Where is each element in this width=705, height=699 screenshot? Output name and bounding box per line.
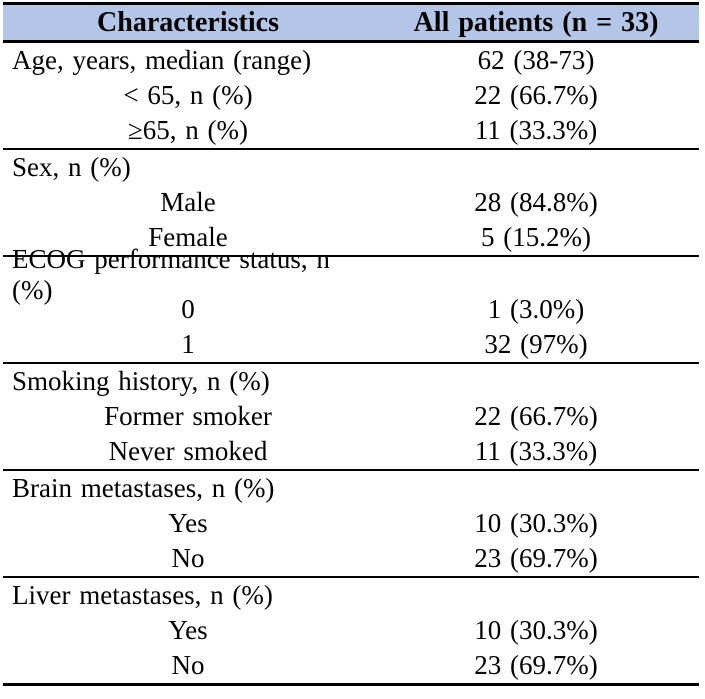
table-row: < 65, n (%) 22 (66.7%)	[3, 78, 699, 113]
row-value: 28 (84.8%)	[474, 187, 598, 217]
table-header-rule	[3, 40, 699, 43]
table-row: Female 5 (15.2%)	[3, 220, 699, 255]
table-section: Smoking history, n (%) Former smoker 22 (6…	[3, 362, 699, 469]
table-row: 0 1 (3.0%)	[3, 292, 699, 327]
row-value: 22 (66.7%)	[474, 401, 598, 431]
table-section: Sex, n (%) Male 28 (84.8%) Female 5 (15.2%)	[3, 148, 699, 255]
table-row: Never smoked 11 (33.3%)	[3, 434, 699, 469]
row-label: Never smoked	[108, 436, 268, 466]
row-value: 23 (69.7%)	[474, 543, 598, 573]
row-label: Liver metastases, n (%)	[12, 580, 273, 610]
table-row: No 23 (69.7%)	[3, 541, 699, 576]
row-label: 1	[181, 329, 195, 359]
table-header-row: Characteristics All patients (n = 33)	[3, 5, 699, 40]
characteristics-table: Characteristics All patients (n = 33) Ag…	[3, 2, 699, 686]
table-bottom-rule	[3, 683, 699, 686]
row-label: < 65, n (%)	[123, 80, 253, 110]
row-value: 32 (97%)	[484, 329, 588, 359]
row-label: Brain metastases, n (%)	[12, 473, 275, 503]
row-label: 0	[181, 294, 195, 324]
table-section: Age, years, median (range) 62 (38-73) < 65…	[3, 43, 699, 148]
row-label: Smoking history, n (%)	[12, 366, 270, 396]
row-label: Yes	[168, 615, 208, 645]
row-label: Age, years, median (range)	[12, 45, 312, 75]
table-row: Age, years, median (range) 62 (38-73)	[3, 43, 699, 78]
table-row: Yes 10 (30.3%)	[3, 613, 699, 648]
row-label: ≥65, n (%)	[127, 115, 249, 145]
table-row: Sex, n (%)	[3, 150, 699, 185]
row-value: 23 (69.7%)	[474, 650, 598, 680]
row-value: 1 (3.0%)	[487, 294, 585, 324]
row-label: No	[171, 543, 205, 573]
table-row: Smoking history, n (%)	[3, 364, 699, 399]
table-body: Age, years, median (range) 62 (38-73) < 65…	[3, 43, 699, 683]
row-value: 11 (33.3%)	[474, 115, 598, 145]
row-label: Yes	[168, 508, 208, 538]
header-all-patients: All patients (n = 33)	[413, 6, 659, 38]
row-value: 5 (15.2%)	[481, 222, 591, 252]
table-row: Brain metastases, n (%)	[3, 471, 699, 506]
table-row: 1 32 (97%)	[3, 327, 699, 362]
table-row: Former smoker 22 (66.7%)	[3, 399, 699, 434]
row-label: Male	[160, 187, 216, 217]
row-label: No	[171, 650, 205, 680]
table-row: No 23 (69.7%)	[3, 648, 699, 683]
table-row: ≥65, n (%) 11 (33.3%)	[3, 113, 699, 148]
row-value: 62 (38-73)	[477, 45, 595, 75]
row-value: 10 (30.3%)	[474, 508, 598, 538]
table-row: Yes 10 (30.3%)	[3, 506, 699, 541]
row-label: Former smoker	[104, 401, 272, 431]
row-value: 11 (33.3%)	[474, 436, 598, 466]
table-top-rule	[3, 2, 699, 5]
row-label: ECOG performance status, n (%)	[12, 243, 330, 305]
header-characteristics: Characteristics	[97, 6, 279, 38]
row-label: Female	[148, 222, 228, 252]
row-label: Sex, n (%)	[12, 152, 131, 182]
table-row: Liver metastases, n (%)	[3, 578, 699, 613]
table-row: Male 28 (84.8%)	[3, 185, 699, 220]
table-section: Brain metastases, n (%) Yes 10 (30.3%) No 23…	[3, 469, 699, 576]
table-row: ECOG performance status, n (%)	[3, 244, 699, 305]
row-value: 10 (30.3%)	[474, 615, 598, 645]
table-section: Liver metastases, n (%) Yes 10 (30.3%) No 23…	[3, 576, 699, 683]
row-value: 22 (66.7%)	[474, 80, 598, 110]
table-section: ECOG performance status, n (%) 0 1 (3.0%) 1…	[3, 244, 699, 362]
